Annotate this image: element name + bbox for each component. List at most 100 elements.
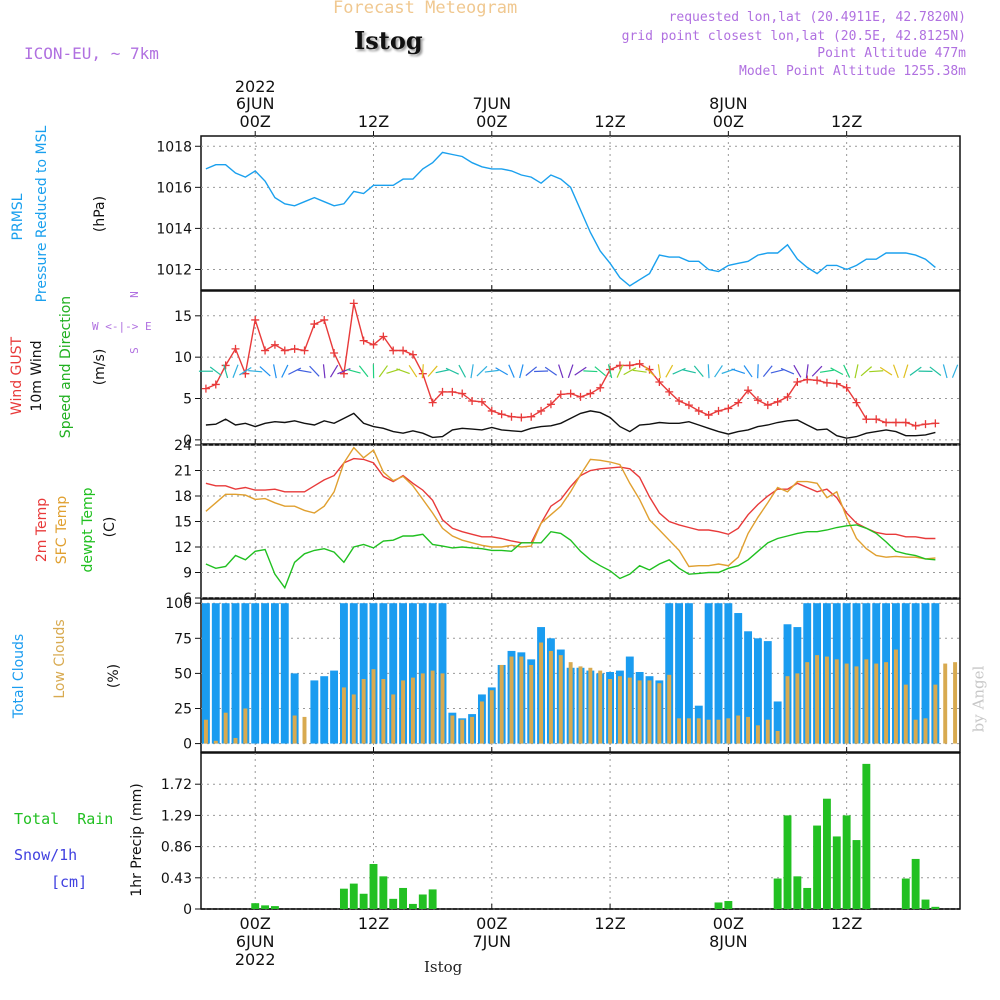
total-cloud-bar (744, 631, 753, 744)
gust-marker (852, 398, 861, 407)
wind-direction-arrow (322, 364, 326, 379)
low-cloud-bar (401, 680, 406, 744)
wind-direction-arrow (273, 364, 277, 379)
y-tick-label: 100 (165, 596, 192, 612)
gust-marker (527, 412, 536, 421)
low-cloud-bar (568, 662, 573, 744)
low-cloud-bar (351, 694, 356, 744)
y-tick-label: 1.72 (161, 777, 192, 793)
rain-bar (251, 903, 260, 909)
series-line-sfc-temp (205, 446, 936, 568)
rain-bar (832, 836, 841, 909)
low-cloud-bar (292, 715, 297, 744)
wind-direction-arrow (665, 364, 674, 378)
rain-bar (793, 876, 802, 909)
gust-marker (251, 315, 260, 324)
y-tick-label: 0 (183, 433, 192, 449)
low-cloud-bar (736, 715, 741, 744)
wind-direction-arrow (811, 365, 823, 377)
gust-marker (468, 396, 477, 405)
total-cloud-bar (714, 603, 723, 744)
top-time-label: 12Z (358, 112, 389, 131)
low-cloud-bar (470, 716, 475, 744)
low-cloud-bar (677, 718, 682, 744)
bottom-date-label: 7JUN (472, 932, 511, 951)
gust-marker (379, 332, 388, 341)
low-cloud-bar (361, 679, 366, 744)
low-cloud-bar (410, 677, 415, 744)
low-cloud-bar (893, 649, 898, 744)
series-line-wind-gust (205, 303, 936, 427)
low-cloud-bar (696, 718, 701, 744)
total-cloud-bar (280, 603, 289, 744)
gust-marker (448, 387, 457, 396)
low-cloud-bar (923, 718, 928, 744)
gust-marker (330, 349, 339, 358)
gust-marker (822, 378, 831, 387)
wind-direction-arrow (288, 367, 302, 375)
total-cloud-bar (201, 603, 210, 744)
gust-marker (556, 390, 565, 399)
gust-marker (438, 387, 447, 396)
wind-direction-arrow (248, 370, 263, 373)
point-altitude: Point Altitude 477m (817, 46, 966, 61)
gust-marker (586, 389, 595, 398)
rain-bar (813, 825, 822, 909)
wind-direction-arrow (309, 365, 320, 377)
total-cloud-bar (379, 603, 388, 744)
wind-direction-arrow (681, 369, 696, 374)
gust-marker (221, 361, 230, 370)
wind-direction-arrow (707, 364, 710, 379)
gust-marker (842, 383, 851, 392)
wind-direction-arrow (297, 369, 312, 374)
gust-marker (625, 361, 634, 370)
bottom-time-label: 00Z (240, 914, 271, 933)
low-cloud-bar (647, 680, 652, 744)
low-cloud-bar (824, 656, 829, 744)
top-date-label: 7JUN (472, 94, 511, 113)
y-tick-label: 21 (174, 464, 192, 480)
bottom-time-label: 00Z (713, 914, 744, 933)
low-cloud-bar (499, 664, 504, 744)
gust-marker (694, 406, 703, 415)
wind-direction-arrow (644, 365, 655, 377)
gust-marker (458, 389, 467, 398)
gust-marker (793, 377, 802, 386)
wind-direction-arrow (558, 364, 564, 379)
top-time-label: 12Z (831, 112, 862, 131)
panel-frame (200, 290, 961, 445)
gust-marker (665, 387, 674, 396)
total-cloud-bar (753, 638, 762, 744)
low-cloud-bar (785, 676, 790, 744)
total-cloud-bar (665, 603, 674, 744)
low-cloud-bar (913, 719, 918, 744)
wind-direction-arrow (484, 369, 499, 373)
rain-bar (803, 887, 812, 909)
gust-marker (537, 406, 546, 415)
wind-direction-arrow (346, 368, 361, 374)
wind-direction-arrow (329, 364, 339, 378)
bottom-date-label: 8JUN (709, 932, 748, 951)
wind-direction-arrow (508, 364, 515, 378)
y-tick-label: 15 (174, 515, 192, 531)
low-cloud-bar (716, 719, 721, 744)
rain-bar (389, 898, 398, 909)
total-cloud-bar (911, 603, 920, 744)
low-cloud-bar (627, 677, 632, 744)
y-tick-label: 10 (174, 350, 192, 366)
total-cloud-bar (763, 641, 772, 744)
low-cloud-bar (509, 656, 514, 744)
forecast-title: Forecast Meteogram (333, 0, 518, 18)
total-cloud-bar (241, 603, 250, 744)
wind-direction-arrow (525, 366, 538, 377)
low-cloud-bar (203, 719, 208, 744)
low-cloud-bar (755, 725, 760, 744)
rain-bar (724, 901, 733, 909)
wind-direction-arrow (780, 367, 795, 375)
total-cloud-bar (290, 673, 299, 744)
y-tick-label: 1016 (156, 180, 192, 196)
total-cloud-bar (251, 603, 260, 744)
low-cloud-bar (637, 680, 642, 744)
total-cloud-bar (270, 603, 279, 744)
wind-direction-arrow (693, 365, 704, 377)
